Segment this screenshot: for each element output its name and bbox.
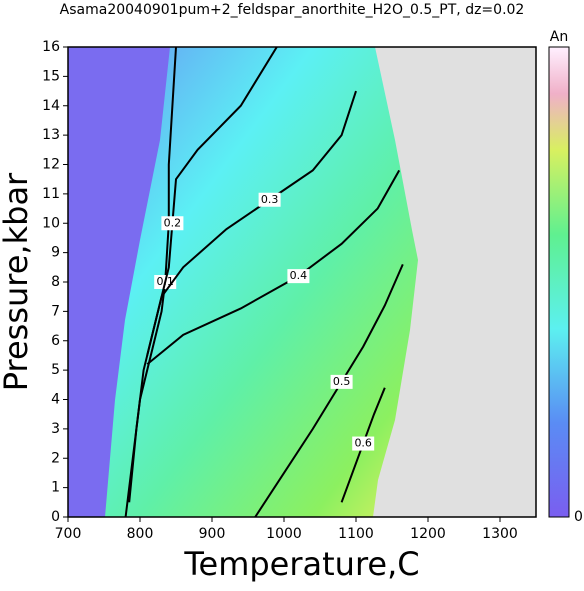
y-tick-label: 14 (42, 98, 60, 114)
contour-line (128, 47, 278, 503)
x-tick-label: 700 (55, 526, 82, 542)
y-tick-label: 0 (51, 509, 60, 525)
x-tick-label: 1000 (266, 526, 302, 542)
colorbar-min: 0 (574, 509, 583, 525)
y-tick-label: 13 (42, 127, 60, 143)
contour-label-bg (352, 436, 375, 451)
y-tick-label: 10 (42, 215, 60, 231)
contours: 0.10.20.30.40.50.6 (124, 47, 404, 517)
y-tick-label: 1 (51, 480, 60, 496)
y-tick-label: 4 (51, 392, 60, 408)
low-field (68, 47, 170, 517)
contour-label: 0.4 (290, 269, 308, 282)
y-tick-label: 6 (51, 333, 60, 349)
y-tick-label: 11 (42, 186, 60, 202)
contour-label-bg (258, 192, 281, 207)
x-axis-label: Temperature,C (183, 545, 419, 583)
colorbar (548, 46, 570, 518)
contour-label-bg (287, 269, 310, 284)
contour-label: 0.2 (164, 216, 182, 229)
contour-label-bg (161, 216, 184, 231)
y-tick-label: 15 (42, 68, 60, 84)
y-axis-label: Pressure,kbar (0, 172, 35, 391)
contour-line (146, 90, 357, 356)
contour-label-bg (330, 374, 353, 389)
y-tick-label: 16 (42, 39, 60, 55)
contour-label: 0.3 (261, 193, 279, 206)
y-tick-label: 5 (51, 362, 60, 378)
y-tick-label: 3 (51, 421, 60, 437)
x-tick-label: 1100 (338, 526, 374, 542)
x-tick-label: 1300 (482, 526, 518, 542)
contour-label: 0.6 (354, 437, 372, 450)
y-tick-label: 8 (51, 274, 60, 290)
x-tick-label: 1200 (410, 526, 446, 542)
x-tick-label: 800 (127, 526, 154, 542)
x-tick-label: 900 (199, 526, 226, 542)
colorbar-label: An (550, 29, 568, 45)
y-tick-label: 12 (42, 157, 60, 173)
y-tick-label: 2 (51, 450, 60, 466)
contour-label: 0.5 (333, 375, 351, 388)
y-tick-label: 9 (51, 245, 60, 261)
chart-title: Asama20040901pum+2_feldspar_anorthite_H2… (60, 2, 525, 18)
y-tick-label: 7 (51, 303, 60, 319)
